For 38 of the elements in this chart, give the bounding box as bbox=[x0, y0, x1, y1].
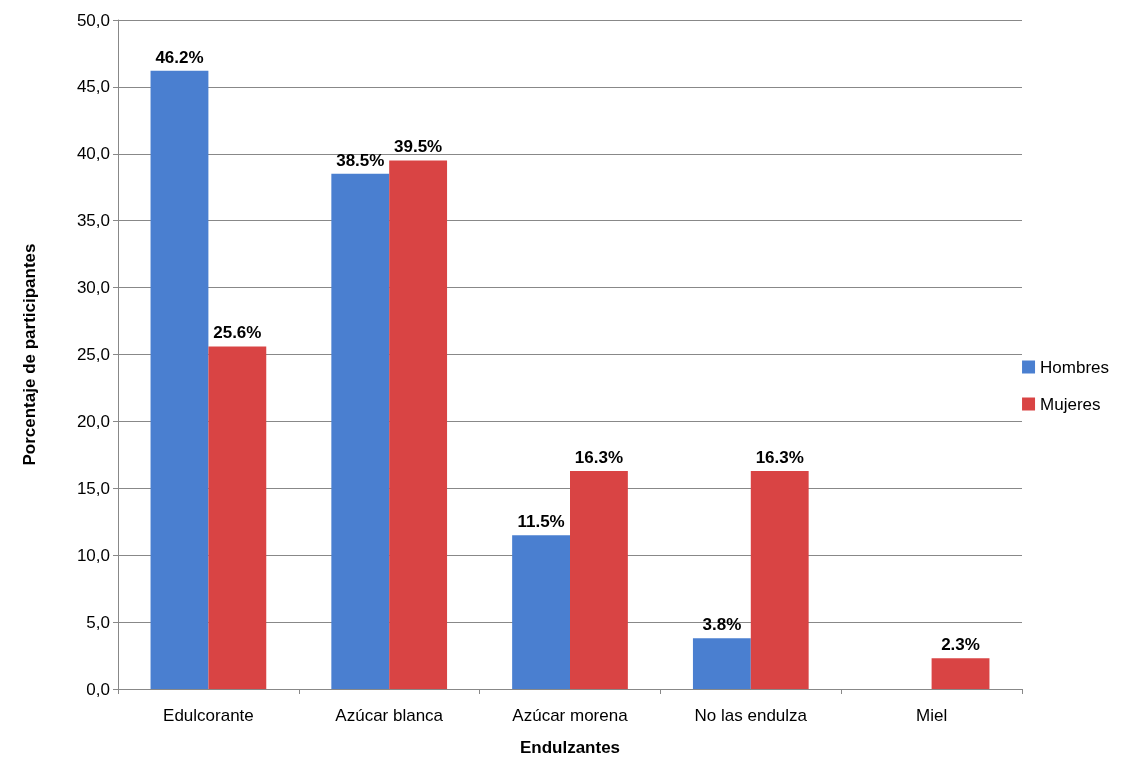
x-tick-label: Miel bbox=[916, 706, 948, 725]
data-label: 46.2% bbox=[155, 47, 204, 67]
y-tick-label: 0,0 bbox=[86, 679, 110, 699]
x-tick-label: Edulcorante bbox=[163, 706, 254, 725]
y-tick-label: 40,0 bbox=[76, 144, 110, 164]
data-label: 11.5% bbox=[517, 512, 565, 532]
y-tick-label: 25,0 bbox=[76, 345, 110, 364]
legend-label: Hombres bbox=[1040, 357, 1110, 377]
data-label: 16.3% bbox=[755, 447, 804, 467]
data-label: 3.8% bbox=[702, 615, 742, 635]
data-label: 25.6% bbox=[213, 323, 262, 343]
y-tick-label: 45,0 bbox=[76, 77, 110, 97]
y-tick-label: 30,0 bbox=[76, 278, 110, 298]
legend-label: Mujeres bbox=[1040, 394, 1101, 414]
data-label: 39.5% bbox=[394, 137, 443, 157]
x-tick-label: Azúcar morena bbox=[512, 706, 629, 725]
bar bbox=[750, 470, 809, 689]
y-tick-label: 10,0 bbox=[76, 545, 110, 565]
bar bbox=[692, 638, 751, 689]
bar bbox=[150, 70, 209, 689]
y-axis-title: Porcentaje de participantes bbox=[20, 243, 39, 466]
x-axis-title: Endulzantes bbox=[519, 738, 621, 757]
y-tick-label: 15,0 bbox=[76, 478, 110, 498]
data-label: 2.3% bbox=[941, 635, 980, 655]
data-label: 16.3% bbox=[574, 447, 624, 467]
x-tick-label: Azúcar blanca bbox=[335, 706, 444, 725]
y-tick-label: 35,0 bbox=[76, 211, 110, 231]
bar bbox=[389, 160, 448, 689]
bar bbox=[331, 173, 390, 689]
y-tick-label: 5,0 bbox=[86, 612, 110, 632]
bar bbox=[570, 470, 628, 689]
y-tick-label: 50,0 bbox=[76, 10, 110, 30]
data-label: 38.5% bbox=[336, 150, 385, 170]
bar bbox=[208, 346, 267, 689]
bar bbox=[512, 535, 570, 689]
x-tick-label: No las endulza bbox=[694, 706, 808, 725]
y-tick-label: 20,0 bbox=[76, 411, 110, 431]
bar bbox=[931, 658, 990, 689]
